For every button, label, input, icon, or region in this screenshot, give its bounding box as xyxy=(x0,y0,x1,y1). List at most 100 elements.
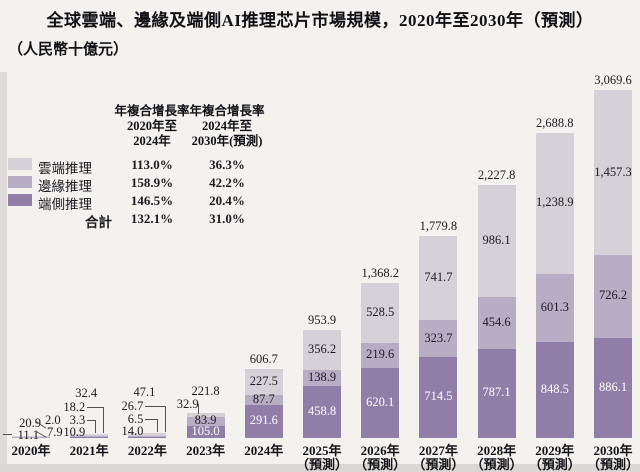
value-label-edge: 138.9 xyxy=(307,370,337,385)
callout-line xyxy=(197,403,199,414)
callout-line xyxy=(87,407,104,409)
bar-segment-cloud xyxy=(419,236,458,321)
value-label-edge: 2.0 xyxy=(45,412,61,427)
value-label-cloud: 26.7 xyxy=(121,398,144,413)
callout-line xyxy=(165,405,167,432)
bar-segment-endpoint xyxy=(186,426,225,438)
bar-segment-edge xyxy=(244,394,283,405)
x-axis-year-label: 2020年 xyxy=(11,443,51,458)
callout-line xyxy=(145,418,158,420)
value-label-endpoint: 14.0 xyxy=(121,423,144,438)
value-label-cloud: 356.2 xyxy=(307,342,337,357)
legend-swatch-edge xyxy=(8,176,32,188)
bar-segment-edge xyxy=(594,255,632,338)
cagr-header-line: 2020年至 xyxy=(126,119,177,133)
x-axis-forecast-note: （預測） xyxy=(586,457,639,472)
total-label: 20.9 xyxy=(19,415,41,430)
bar-segment-endpoint xyxy=(244,404,283,438)
x-axis-year-label: 2027年 xyxy=(418,443,458,458)
total-label: 2,227.8 xyxy=(477,168,516,183)
cagr-header-line: 2030年(預測) xyxy=(191,134,263,148)
value-label-edge: 83.9 xyxy=(194,413,217,428)
legend-row-edge: 邊緣推理 158.9% 42.2% xyxy=(8,175,328,194)
cagr-header-2024-2030: 年複合增長率 2024年至 2030年(預測) xyxy=(172,104,282,149)
bar-segment-edge xyxy=(419,320,458,357)
cagr-header-2020-2024: 年複合增長率 2020年至 2024年 xyxy=(97,104,207,149)
x-axis-year-label: 2029年 xyxy=(535,443,575,458)
value-label-endpoint: 848.5 xyxy=(540,381,569,396)
bar-segment-edge xyxy=(186,416,225,427)
bar-segment-cloud xyxy=(12,435,50,437)
bar-segment-edge xyxy=(361,342,400,368)
cagr-value-total-2024-2030: 31.0% xyxy=(209,211,245,226)
x-axis-forecast-note: （預測） xyxy=(470,457,523,472)
value-label-edge: 323.7 xyxy=(424,330,453,345)
value-label-edge: 87.7 xyxy=(252,391,275,406)
value-label-cloud: 986.1 xyxy=(482,233,511,248)
x-axis-year-label: 2022年 xyxy=(127,443,167,458)
bar-segment-endpoint xyxy=(594,337,632,438)
cagr-header-line: 年複合增長率 xyxy=(114,104,190,118)
legend-row-total: 合計 132.1% 31.0% xyxy=(8,211,328,230)
cagr-value-edge-2020-2024: 158.9% xyxy=(130,175,174,190)
value-label-endpoint: 620.1 xyxy=(366,394,395,409)
x-axis-year-label: 2030年 xyxy=(593,443,633,458)
value-label-cloud: 32.9 xyxy=(176,396,199,411)
value-label-endpoint: 10.9 xyxy=(63,425,86,440)
x-axis-year-label: 2028年 xyxy=(477,443,517,458)
value-label-cloud: 528.5 xyxy=(366,304,395,319)
cagr-value-cloud-2020-2024: 113.0% xyxy=(131,157,173,172)
value-label-endpoint: 787.1 xyxy=(482,385,511,400)
value-label-endpoint: 291.6 xyxy=(249,413,278,428)
value-label-cloud: 1,238.9 xyxy=(536,195,574,210)
bar-segment-endpoint xyxy=(477,348,516,438)
x-axis-year-label: 2026年 xyxy=(360,443,400,458)
cagr-value-endpoint-2020-2024: 146.5% xyxy=(130,193,174,208)
bar-segment-edge xyxy=(477,297,516,349)
x-axis-forecast-note: （預測） xyxy=(295,457,348,472)
bar-segment-cloud xyxy=(186,412,225,417)
legend-row-endpoint: 端側推理 146.5% 20.4% xyxy=(8,193,328,212)
x-axis-year-label: 2021年 xyxy=(69,443,109,458)
bar-segment-endpoint xyxy=(535,341,574,438)
value-label-edge: 601.3 xyxy=(540,299,569,314)
total-label: 221.8 xyxy=(191,383,220,398)
total-label: 953.9 xyxy=(307,312,337,327)
total-label: 3,069.6 xyxy=(594,72,632,87)
bar-segment-cloud xyxy=(361,282,400,343)
bar-segment-endpoint xyxy=(12,437,50,438)
bar-segment-cloud xyxy=(244,369,283,395)
value-label-edge: 3.3 xyxy=(69,413,86,428)
callout-line xyxy=(103,407,105,434)
value-label-edge: 454.6 xyxy=(482,314,511,329)
value-label-cloud: 741.7 xyxy=(424,270,453,285)
value-label-endpoint: 458.8 xyxy=(307,403,337,418)
total-label: 1,368.2 xyxy=(361,265,399,280)
cagr-header-line: 2024年 xyxy=(133,134,171,148)
x-axis-year-label: 2025年 xyxy=(302,443,342,458)
legend-swatch-endpoint xyxy=(8,194,32,206)
cagr-value-cloud-2024-2030: 36.3% xyxy=(209,157,245,172)
bar-segment-cloud xyxy=(594,89,632,256)
total-label: 1,779.8 xyxy=(419,219,458,234)
value-label-endpoint: 105.0 xyxy=(191,424,220,439)
value-label-endpoint: 7.9 xyxy=(47,424,63,439)
value-label-edge: 6.5 xyxy=(127,411,144,426)
callout-line xyxy=(95,420,97,434)
callout-line xyxy=(3,433,12,435)
bar-segment-endpoint xyxy=(303,385,341,438)
total-label: 47.1 xyxy=(133,384,156,399)
x-axis-year-label: 2023年 xyxy=(186,443,226,458)
bar-segment-edge xyxy=(303,370,341,386)
x-axis-year-label: 2024年 xyxy=(244,443,284,458)
cagr-value-edge-2024-2030: 42.2% xyxy=(209,175,245,190)
total-label: 32.4 xyxy=(75,386,98,401)
legend-row-cloud: 雲端推理 113.0% 36.3% xyxy=(8,157,328,176)
bar-segment-edge xyxy=(128,435,167,437)
legend-swatch-cloud xyxy=(8,158,32,170)
value-label-endpoint: 886.1 xyxy=(598,379,628,394)
bar-segment-cloud xyxy=(128,432,167,436)
bar-segment-endpoint xyxy=(70,436,109,438)
